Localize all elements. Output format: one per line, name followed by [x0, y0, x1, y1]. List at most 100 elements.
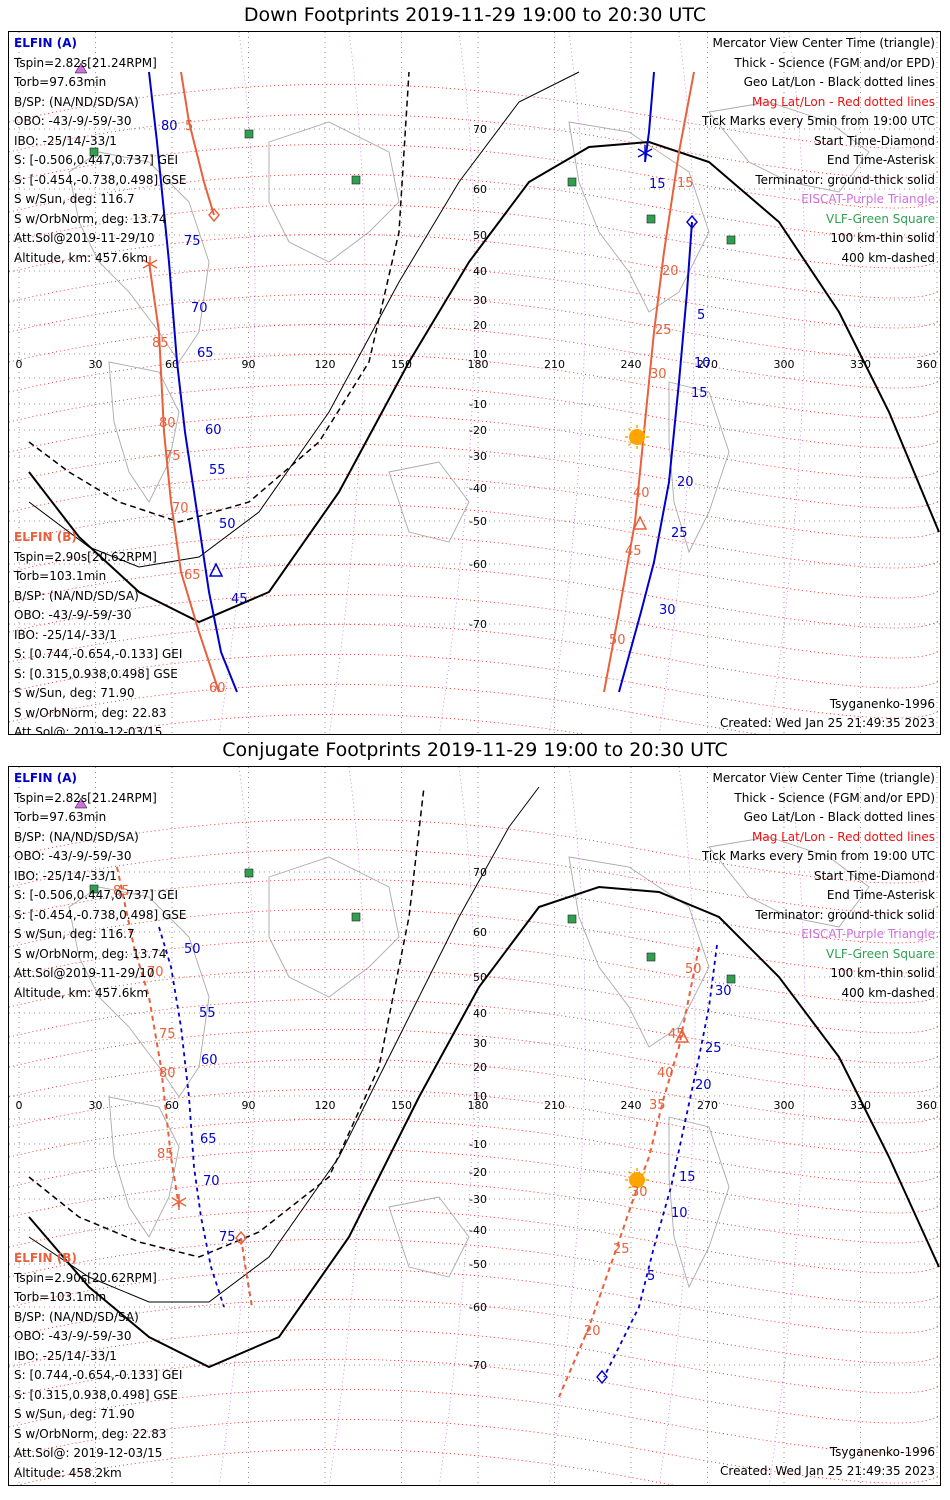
legend-line: Tick Marks every 5min from 19:00 UTC: [701, 114, 935, 128]
vlf-stations: [89, 129, 736, 245]
mag-meridian: [438, 767, 476, 1485]
elfin-a-info-line: Tspin=2.82s[21.24RPM]: [14, 790, 157, 805]
elfin-b-track: [148, 261, 220, 693]
elfin-b-track: [603, 71, 695, 693]
mag-meridian: [548, 767, 586, 1485]
elfin-a-time-label: 70: [191, 301, 208, 316]
center-triangle: [208, 562, 224, 577]
elfin-b-time-label: 65: [184, 568, 201, 583]
time-labels: 80 75 70 65 60 55 50 45 15 5 10 15 20 25 30 5 85 80 75 70 65…: [152, 119, 711, 696]
coastline: [708, 101, 870, 193]
lat-tick: -20: [469, 1166, 487, 1179]
end-asterisk: [142, 256, 158, 272]
sun-rays: [625, 1168, 649, 1192]
elfin-a-time-label: 75: [219, 1230, 236, 1245]
elfin-b-time-label: 70: [147, 965, 164, 980]
elfin-a-time-label: 20: [677, 475, 694, 490]
lon-tick: 60: [165, 358, 179, 371]
start-diamond: [686, 214, 698, 230]
sun-ray: [627, 1170, 632, 1175]
legend-line: Geo Lat/Lon - Black dotted lines: [743, 75, 935, 89]
sun-ray: [642, 427, 647, 432]
elfin-b-time-label: 30: [631, 1185, 648, 1200]
elfin-b-time-label: 75: [164, 449, 181, 464]
elfin-a-track: [644, 71, 655, 163]
lon-tick: 270: [697, 358, 718, 371]
lat-tick: 10: [473, 348, 487, 361]
sun-ray: [642, 1185, 647, 1190]
elfin-b-time-label: 20: [662, 264, 679, 279]
asterisk-stroke: [637, 148, 653, 158]
legend-line: EISCAT-Purple Triangle: [801, 192, 935, 206]
elfin-a-time-label: 55: [209, 463, 226, 478]
elfin-a-track: [618, 221, 693, 693]
coastline: [388, 461, 470, 543]
lat-tick: -40: [469, 482, 487, 495]
elfin-a-time-label: 25: [671, 526, 688, 541]
elfin-a-info-line: S w/Sun, deg: 116.7: [14, 927, 135, 941]
legend-line: VLF-Green Square: [826, 211, 935, 226]
elfin-a-info-line: OBO: -43/-9/-59/-30: [14, 849, 132, 863]
elfin-b-info-line: Att.Sol@: 2019-12-03/15: [14, 725, 163, 735]
elfin-b-time-label: 80: [159, 416, 176, 431]
coastline: [668, 381, 730, 554]
elfin-b-time-label: 25: [655, 323, 672, 338]
elfin-a-time-label: 45: [231, 592, 248, 607]
track-markers: [74, 797, 690, 1385]
vlf-square: [89, 147, 99, 157]
lon-tick: 90: [242, 1099, 256, 1112]
lat-tick: 30: [473, 1037, 487, 1050]
elfin-a-time-label: 15: [691, 386, 708, 401]
elfin-b-time-label: 85: [157, 1147, 174, 1162]
model-label: Tsyganenko-1996: [829, 1445, 935, 1459]
legend-line: 100 km-thin solid: [830, 231, 935, 245]
lon-tick: 300: [774, 1099, 795, 1112]
elfin-a-info-line: Altitude, km: 457.6km: [14, 250, 149, 265]
lon-tick: 180: [468, 358, 489, 371]
coastline: [68, 151, 210, 363]
elfin-a-info-line: Tspin=2.82s[21.24RPM]: [14, 55, 157, 70]
elfin-a-info-line: Att.Sol@2019-11-29/10: [14, 966, 155, 980]
eiscat-triangle: [74, 797, 88, 809]
model-label: Tsyganenko-1996: [829, 697, 935, 711]
elfin-b-info-line: S: [0.744,-0.654,-0.133] GEI: [14, 647, 183, 661]
lat-tick: -10: [469, 398, 487, 411]
lat-tick: 10: [473, 1090, 487, 1103]
elfin-b-time-label: 20: [584, 1324, 601, 1339]
axis-ticks: 0 30 60 90 120 150 180 210 240 270 300 330 360706050…: [16, 866, 938, 1372]
lon-tick: 30: [89, 1099, 103, 1112]
elfin-b-info-line: Torb=103.1min: [14, 569, 107, 583]
elfin-b-info-line: S w/OrbNorm, deg: 22.83: [14, 705, 167, 720]
elfin-b-header: ELFIN (B): [14, 1251, 77, 1265]
legend-line: VLF-Green Square: [826, 946, 935, 961]
coastline: [568, 856, 710, 1048]
legend-line: Start Time-Diamond: [813, 868, 935, 883]
elfin-a-time-label: 30: [659, 603, 676, 618]
time-labels: 50 55 60 65 70 75 30 25 20 15 10 5 85 70 75 80 85 50 45 40 3…: [113, 884, 732, 1339]
elfin-a-info: ELFIN (A) Tspin=2.82s[21.24RPM] Torb=97.63…: [14, 769, 187, 1003]
legend-line: Thick - Science (FGM and/or EPD): [734, 790, 935, 805]
vlf-square: [726, 974, 736, 984]
vlf-square: [244, 868, 254, 878]
elfin-a-info-line: S: [-0.454,-0.738,0.498] GSE: [14, 907, 187, 922]
elfin-a-time-label: 80: [161, 119, 178, 134]
elfin-b-info-line: Torb=103.1min: [14, 1290, 107, 1304]
mag-meridian: [658, 767, 696, 1485]
mag-meridian: [328, 767, 366, 1485]
lat-tick: 60: [473, 183, 487, 196]
vlf-stations: [89, 868, 736, 984]
elfin-b-time-label: 30: [650, 367, 667, 382]
coastline: [708, 836, 870, 928]
vlf-square: [567, 177, 577, 187]
axis-ticks: 0 30 60 90 120 150 180 210 240 270 300 330 360706050…: [16, 123, 938, 631]
elfin-b-track: [558, 946, 700, 1398]
sun-ray: [642, 1170, 647, 1175]
legend-line: End Time-Asterisk: [826, 153, 935, 167]
lat-tick: -20: [469, 424, 487, 437]
panel-2-title: Conjugate Footprints 2019-11-29 19:00 to…: [222, 739, 728, 761]
sun-rays: [625, 425, 649, 449]
elfin-a-time-label: 55: [199, 1006, 216, 1021]
lat-tick: 70: [473, 123, 487, 136]
elfin-a-track: [158, 926, 225, 1308]
vlf-square: [244, 129, 254, 139]
